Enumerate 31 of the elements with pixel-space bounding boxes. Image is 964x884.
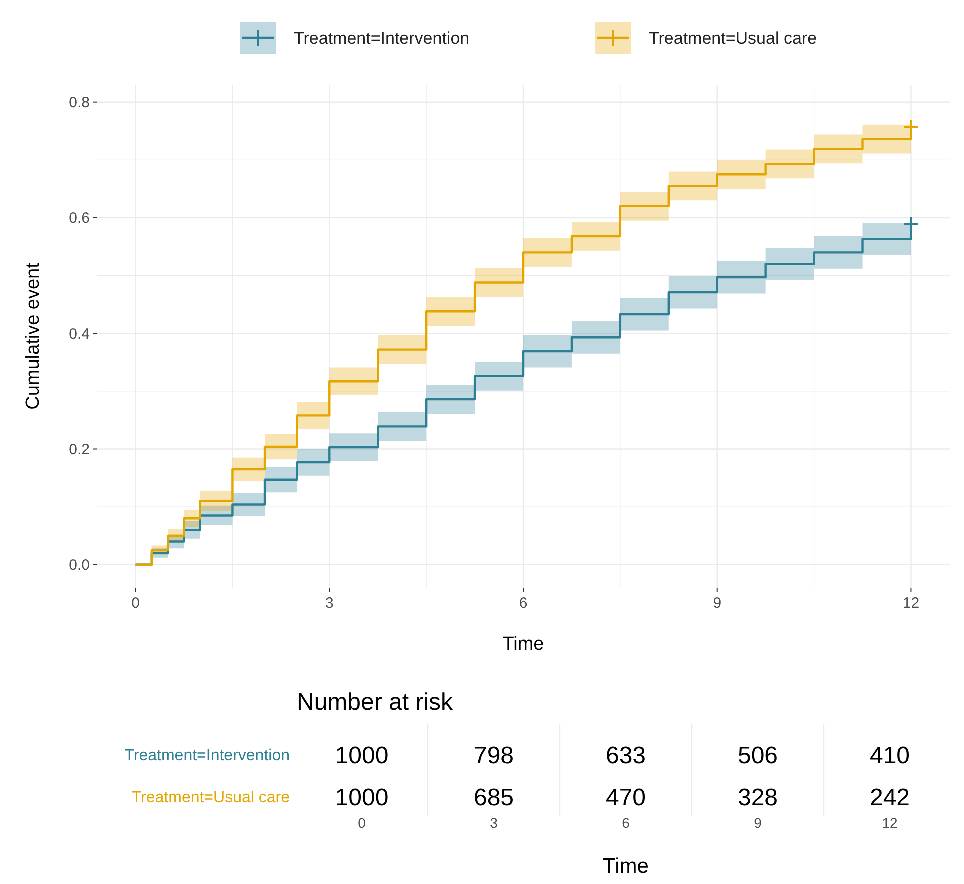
y-tick-label: 0.6 — [69, 210, 90, 228]
data-label: 470 — [606, 784, 646, 812]
legend-label: Treatment=Usual care — [649, 28, 818, 48]
data-label: 242 — [870, 784, 910, 812]
x-tick-label: 12 — [902, 595, 920, 612]
x-tick-label: 3 — [325, 595, 334, 612]
chart-title: Number at risk — [297, 689, 454, 716]
y-tick-label: 0.0 — [69, 557, 90, 574]
data-label: 506 — [738, 742, 778, 770]
legend-label: Treatment=Intervention — [294, 28, 470, 48]
x-tick-label: 9 — [713, 595, 722, 612]
x-tick-label: 9 — [754, 815, 762, 831]
data-label: 410 — [870, 742, 910, 770]
y-tick-label: 0.2 — [69, 441, 90, 458]
y-tick-label: 0.8 — [69, 94, 90, 112]
x-tick-label: 6 — [622, 815, 630, 831]
data-label: 633 — [606, 742, 646, 770]
y-axis-title: Cumulative event — [23, 262, 44, 410]
data-label: 685 — [474, 784, 514, 812]
x-axis-title: Time — [502, 634, 544, 655]
data-label: 1000 — [335, 784, 389, 812]
data-label: 798 — [474, 742, 514, 770]
data-label: 328 — [738, 784, 778, 812]
x-tick-label: 3 — [490, 815, 498, 831]
data-label: 1000 — [335, 742, 389, 770]
x-tick-label: 0 — [358, 815, 366, 831]
x-axis-title: Time — [603, 855, 649, 878]
x-tick-label: 12 — [882, 815, 898, 831]
x-tick-label: 6 — [519, 595, 528, 612]
x-tick-label: 0 — [132, 595, 140, 612]
y-tick-label: 0.4 — [69, 326, 90, 343]
